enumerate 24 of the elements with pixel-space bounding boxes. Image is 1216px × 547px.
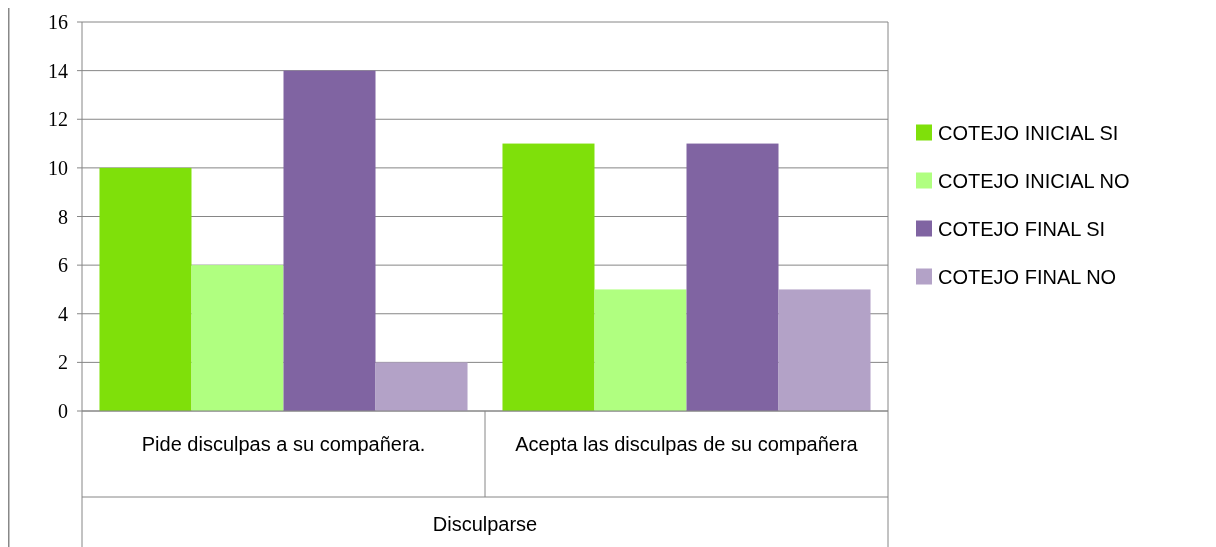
bar	[375, 362, 468, 411]
legend-label: COTEJO INICIAL NO	[938, 169, 1130, 192]
bar	[502, 143, 595, 411]
bar	[283, 70, 376, 411]
bar	[686, 143, 779, 411]
y-tick-label: 16	[48, 11, 68, 33]
legend-label: COTEJO FINAL SI	[938, 217, 1106, 240]
bar	[594, 289, 687, 411]
legend-label: COTEJO INICIAL SI	[938, 121, 1119, 144]
y-tick-label: 10	[48, 156, 68, 179]
bar	[191, 265, 284, 411]
bar	[778, 289, 871, 411]
y-tick-label: 2	[58, 351, 68, 374]
y-tick-label: 14	[48, 59, 68, 82]
legend-label: COTEJO FINAL NO	[938, 265, 1117, 288]
x-tick-label: Acepta las disculpas de su compañera	[515, 433, 859, 455]
y-tick-label: 4	[58, 302, 68, 325]
y-tick-label: 8	[58, 205, 68, 228]
x-tick-label: Pide disculpas a su compañera.	[141, 433, 426, 455]
y-tick-label: 0	[58, 400, 68, 422]
x-axis-title: Disculparse	[432, 513, 538, 535]
y-tick-label: 6	[58, 254, 68, 277]
bar	[99, 167, 192, 411]
y-tick-label: 12	[48, 108, 68, 131]
